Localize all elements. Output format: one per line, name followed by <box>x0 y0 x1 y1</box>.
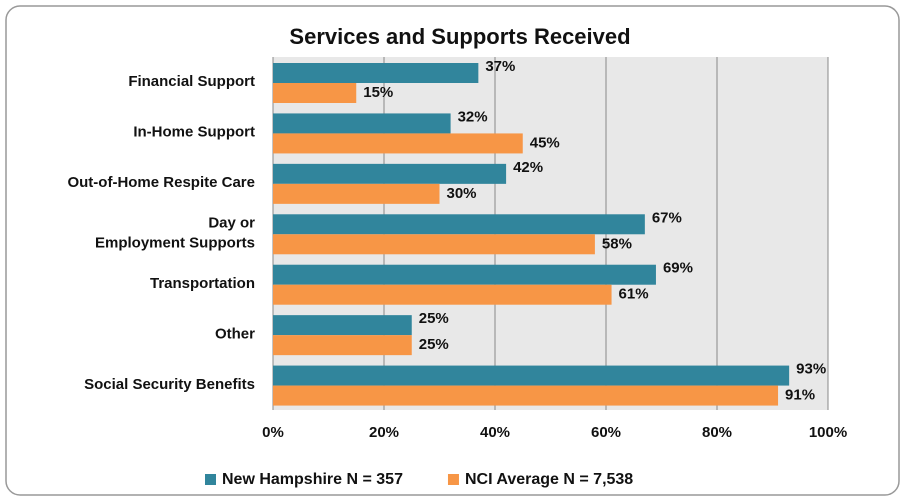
y-tick-label: Day or Employment Supports <box>95 214 255 251</box>
bar <box>273 365 790 386</box>
legend-label: New Hampshire N = 357 <box>222 471 403 488</box>
legend-label: NCI Average N = 7,538 <box>465 471 633 488</box>
x-tick-label: 40% <box>480 424 510 441</box>
x-tick-label: 0% <box>262 424 284 441</box>
y-tick-label: Transportation <box>150 275 255 292</box>
data-label: 61% <box>619 286 649 303</box>
data-label: 25% <box>419 310 449 327</box>
y-tick-label: Other <box>215 325 255 342</box>
data-label: 67% <box>652 209 682 226</box>
bar <box>273 183 440 204</box>
x-tick-label: 20% <box>369 424 399 441</box>
label-line: Employment Supports <box>95 234 255 251</box>
data-label: 32% <box>458 108 488 125</box>
data-label: 37% <box>485 58 515 75</box>
data-label: 15% <box>363 84 393 101</box>
bar <box>273 214 645 235</box>
bar <box>273 83 357 103</box>
bar <box>273 133 523 154</box>
legend-swatch <box>447 474 459 485</box>
data-label: 91% <box>785 387 815 404</box>
data-label: 42% <box>513 159 543 176</box>
bar <box>273 284 612 305</box>
y-tick-label: Financial Support <box>128 73 255 90</box>
bar <box>273 385 779 406</box>
data-label: 30% <box>447 185 477 202</box>
label-line: Day or <box>208 214 255 231</box>
bar <box>273 63 479 83</box>
bar <box>273 234 595 255</box>
bar <box>273 264 656 285</box>
y-tick-label: Out-of-Home Respite Care <box>67 174 255 191</box>
data-label: 69% <box>663 260 693 277</box>
x-tick-label: 80% <box>702 424 732 441</box>
bar <box>273 163 507 184</box>
x-tick-label: 60% <box>591 424 621 441</box>
x-tick-label: 100% <box>809 424 847 441</box>
data-label: 25% <box>419 336 449 353</box>
bar <box>273 315 412 336</box>
y-tick-label: In-Home Support <box>133 124 255 141</box>
chart-title: Services and Supports Received <box>289 24 630 49</box>
bar <box>273 113 451 134</box>
data-label: 93% <box>796 361 826 378</box>
legend-swatch <box>205 474 216 485</box>
bar <box>273 335 412 356</box>
y-tick-label: Social Security Benefits <box>84 376 255 393</box>
data-label: 45% <box>530 134 560 151</box>
data-label: 58% <box>602 235 632 252</box>
